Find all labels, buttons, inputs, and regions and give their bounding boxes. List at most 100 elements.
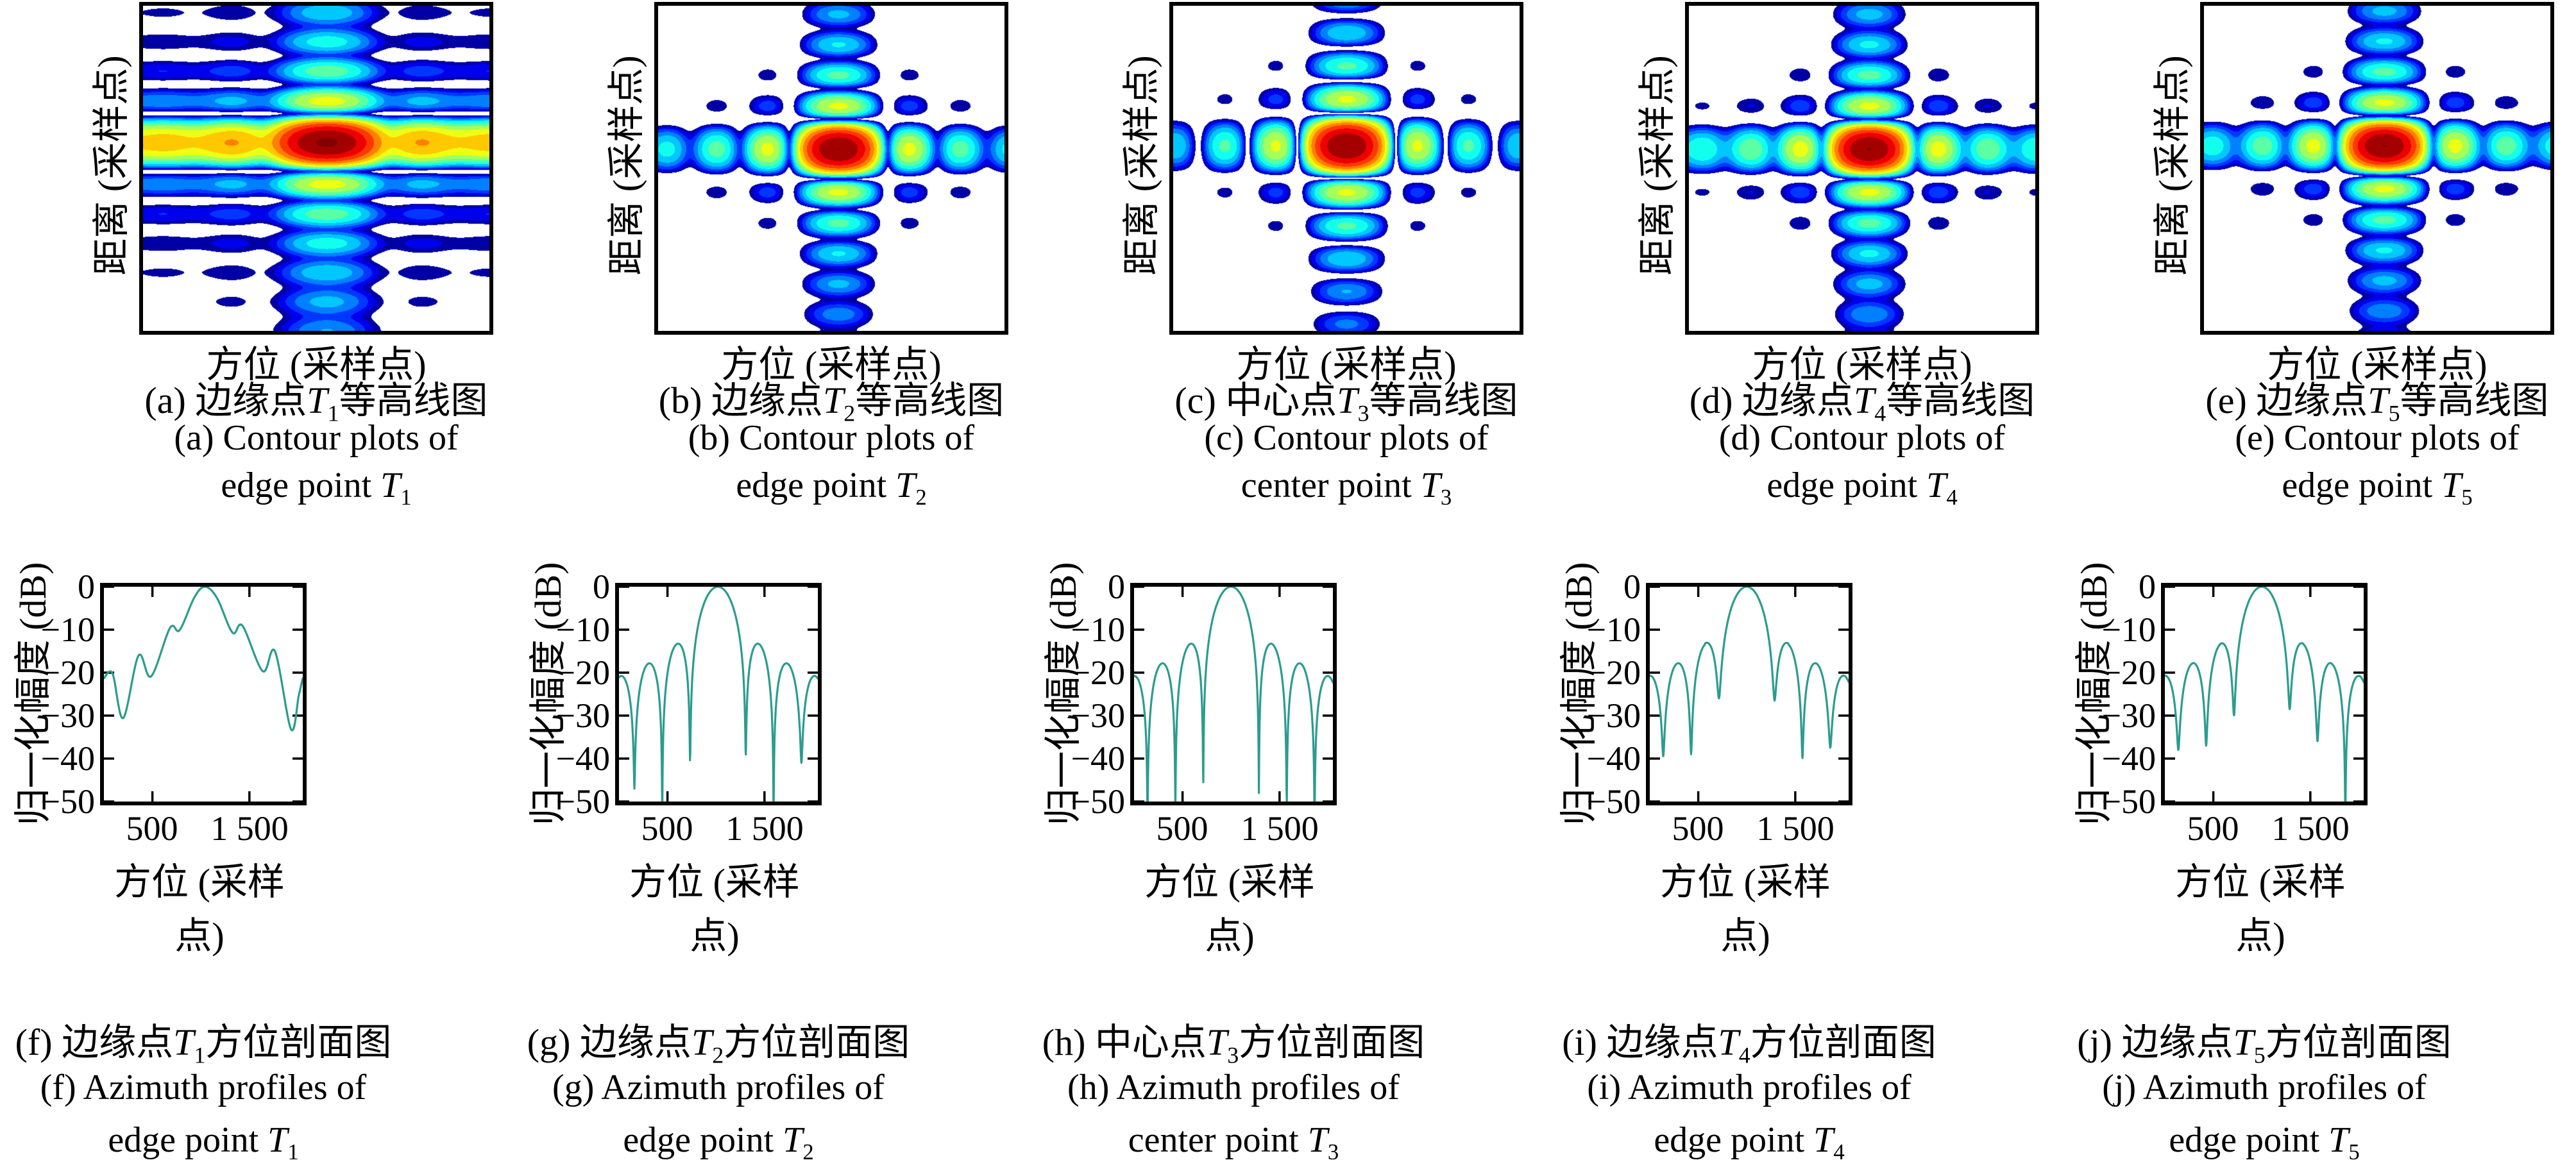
profile-x-axis-label: 方位 (采样点) (1144, 861, 1315, 957)
contour-y-axis-label: 距离 (采样点) (90, 55, 132, 276)
x-tick-label: 500 (126, 809, 178, 848)
y-tick-label: 0 (2139, 567, 2156, 606)
caption-en-j-line1: (j) Azimuth profiles of (2102, 1068, 2427, 1107)
caption-en-b-line1: (b) Contour plots of (688, 418, 975, 458)
caption-zh-g: (g) 边缘点T2方位剖面图 (527, 1021, 910, 1068)
y-tick-label: −30 (40, 696, 95, 735)
contour-y-axis-label: 距离 (采样点) (2151, 55, 2193, 276)
caption-en-c-line2: center point T3 (1241, 466, 1452, 510)
x-tick-label: 500 (1156, 809, 1208, 848)
caption-en-j-line2: edge point T5 (2169, 1120, 2360, 1165)
contour-x-axis-label: 方位 (采样点) (206, 344, 427, 385)
y-tick-label: −20 (40, 653, 95, 692)
y-tick-label: −20 (1586, 653, 1641, 692)
x-tick-label: 500 (641, 809, 693, 848)
profile-x-axis-label: 方位 (采样点) (1660, 861, 1831, 957)
caption-zh-h: (h) 中心点T3方位剖面图 (1042, 1021, 1425, 1068)
caption-en-a-line2: edge point T1 (221, 466, 412, 510)
caption-zh-a: (a) 边缘点T1等高线图 (144, 380, 488, 426)
y-tick-label: −10 (555, 610, 610, 649)
caption-zh-c: (c) 中心点T3等高线图 (1174, 380, 1518, 426)
x-tick-label: 1 500 (1241, 809, 1319, 848)
y-tick-label: −10 (1586, 610, 1641, 649)
caption-zh-f: (f) 边缘点T1方位剖面图 (15, 1021, 392, 1068)
caption-zh-d: (d) 边缘点T4等高线图 (1689, 380, 2035, 426)
caption-en-e-line2: edge point T5 (2282, 466, 2473, 510)
y-tick-label: −40 (1071, 739, 1125, 778)
contour-y-axis-label: 距离 (采样点) (606, 55, 647, 276)
caption-en-d-line1: (d) Contour plots of (1718, 418, 2006, 458)
column-4: 距离 (采样点) 方位 (采样点) (d) 边缘点T4等高线图 (d) Cont… (1546, 0, 2061, 1176)
caption-en-h-line2: center point T3 (1128, 1120, 1339, 1165)
column-2: 距离 (采样点) 方位 (采样点) (b) 边缘点T2等高线图 (b) Cont… (515, 0, 1030, 1176)
contour-y-axis-label: 距离 (采样点) (1121, 55, 1162, 276)
y-tick-label: −30 (2101, 696, 2156, 735)
caption-en-d-line2: edge point T4 (1767, 466, 1958, 510)
caption-en-i-line2: edge point T4 (1654, 1120, 1845, 1165)
caption-zh-j: (j) 边缘点T5方位剖面图 (2077, 1021, 2452, 1068)
y-tick-label: −10 (40, 610, 95, 649)
y-tick-label: −20 (1071, 653, 1125, 692)
profile-plot-f (100, 583, 307, 805)
contour-plot-c (1169, 2, 1523, 335)
x-tick-label: 1 500 (1756, 809, 1835, 848)
caption-en-a-line1: (a) Contour plots of (174, 418, 459, 458)
contour-x-axis-label: 方位 (采样点) (1236, 344, 1457, 385)
column-1: 距离 (采样点) 方位 (采样点) (a) 边缘点T1等高线图 (a) Cont… (0, 0, 515, 1176)
caption-zh-i: (i) 边缘点T4方位剖面图 (1562, 1021, 1936, 1068)
profile-plot-j (2161, 583, 2368, 805)
profile-x-axis-label: 方位 (采样点) (114, 861, 285, 957)
caption-en-f-line1: (f) Azimuth profiles of (40, 1068, 367, 1107)
profile-x-axis-label: 方位 (采样点) (2175, 861, 2346, 957)
y-tick-label: −50 (555, 782, 610, 821)
y-tick-label: −50 (1586, 782, 1641, 821)
caption-en-f-line2: edge point T1 (108, 1120, 299, 1165)
y-tick-label: −40 (40, 739, 95, 778)
x-tick-label: 500 (1672, 809, 1724, 848)
contour-x-axis-label: 方位 (采样点) (721, 344, 942, 385)
y-tick-label: −20 (555, 653, 610, 692)
column-3: 距离 (采样点) 方位 (采样点) (c) 中心点T3等高线图 (c) Cont… (1030, 0, 1545, 1176)
x-tick-label: 1 500 (725, 809, 804, 848)
caption-en-g-line2: edge point T2 (623, 1120, 814, 1165)
contour-plot-b (654, 2, 1008, 335)
y-tick-label: 0 (1623, 567, 1641, 606)
profile-x-axis-label: 方位 (采样点) (629, 861, 800, 957)
contour-y-axis-label: 距离 (采样点) (1636, 55, 1678, 276)
caption-en-e-line1: (e) Contour plots of (2235, 418, 2520, 458)
caption-zh-b: (b) 边缘点T2等高线图 (658, 380, 1004, 426)
y-tick-label: −10 (1071, 610, 1125, 649)
contour-plot-a (139, 2, 493, 335)
y-tick-label: −30 (1586, 696, 1641, 735)
x-tick-label: 1 500 (210, 809, 289, 848)
y-tick-label: −30 (555, 696, 610, 735)
y-tick-label: −40 (1586, 739, 1641, 778)
contour-x-axis-label: 方位 (采样点) (1752, 344, 1972, 385)
x-tick-label: 1 500 (2271, 809, 2350, 848)
y-tick-label: 0 (593, 567, 610, 606)
y-tick-label: 0 (1108, 567, 1125, 606)
y-tick-label: −30 (1071, 696, 1125, 735)
contour-plot-e (2200, 2, 2554, 335)
caption-zh-e: (e) 边缘点T5等高线图 (2205, 380, 2549, 426)
y-tick-label: −10 (2101, 610, 2156, 649)
y-tick-label: −20 (2101, 653, 2156, 692)
profile-plot-i (1646, 583, 1852, 805)
profile-plot-g (615, 583, 822, 805)
contour-x-axis-label: 方位 (采样点) (2267, 344, 2487, 385)
y-tick-label: −40 (2101, 739, 2156, 778)
profile-plot-h (1130, 583, 1337, 805)
y-tick-label: 0 (78, 567, 95, 606)
column-5: 距离 (采样点) 方位 (采样点) (e) 边缘点T5等高线图 (e) Cont… (2061, 0, 2576, 1176)
caption-en-i-line1: (i) Azimuth profiles of (1587, 1068, 1911, 1107)
contour-plot-d (1685, 2, 2039, 335)
x-tick-label: 500 (2187, 809, 2239, 848)
y-tick-label: −50 (1071, 782, 1125, 821)
y-tick-label: −40 (555, 739, 610, 778)
caption-en-c-line1: (c) Contour plots of (1204, 418, 1489, 458)
caption-en-h-line1: (h) Azimuth profiles of (1067, 1068, 1400, 1107)
y-tick-label: −50 (40, 782, 95, 821)
caption-en-g-line1: (g) Azimuth profiles of (552, 1068, 885, 1107)
y-tick-label: −50 (2101, 782, 2156, 821)
